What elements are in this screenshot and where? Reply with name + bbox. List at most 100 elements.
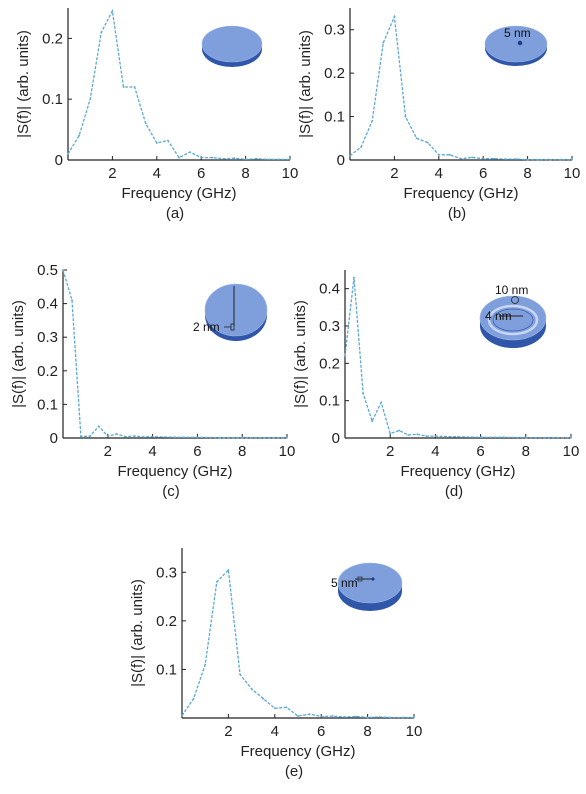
data-point	[262, 697, 265, 700]
y-tick-label: 0.4	[319, 281, 340, 298]
inset-ring-disk-icon: 10 nm 4 nm	[479, 283, 547, 348]
data-point	[133, 435, 136, 437]
y-tick-label: 0.2	[37, 363, 58, 380]
y-tick-label: 0.3	[37, 329, 58, 346]
disk-top-icon	[484, 25, 548, 63]
data-point	[457, 435, 459, 438]
disk-top-icon	[201, 25, 263, 63]
x-tick-label: 2	[224, 723, 232, 740]
data-point	[97, 425, 100, 428]
data-point	[174, 436, 176, 439]
x-axis-label: Frequency (GHz)	[117, 463, 232, 480]
data-point	[482, 157, 485, 160]
data-point	[124, 435, 127, 438]
data-point	[211, 156, 214, 159]
data-point	[239, 673, 241, 676]
y-tick-label: 0.3	[319, 318, 340, 335]
data-point	[80, 435, 82, 438]
data-point	[343, 716, 346, 718]
x-tick-label: 6	[479, 165, 487, 182]
data-point	[515, 158, 518, 161]
data-point	[416, 433, 419, 436]
x-tick-label: 2	[104, 443, 112, 460]
x-tick-label: 8	[238, 443, 246, 460]
data-point	[378, 716, 381, 718]
y-tick-label: 0.1	[324, 109, 345, 126]
data-point	[178, 156, 180, 159]
chart-panel-b: 2 4 6 8 10 0 0.1 0.2 0.3 Frequency (GHz) |S(f)| (a…	[297, 8, 580, 222]
x-tick-label: 4	[271, 723, 279, 740]
x-tick-label: 10	[564, 165, 581, 182]
panel-label: (a)	[166, 205, 184, 222]
panel-label: (e)	[285, 763, 303, 780]
data-point	[479, 436, 482, 439]
data-point	[233, 157, 236, 160]
data-point	[401, 716, 404, 719]
data-point	[266, 158, 269, 161]
data-point	[204, 663, 207, 666]
x-tick-label: 6	[317, 723, 325, 740]
data-point	[241, 436, 244, 439]
x-tick-label: 6	[193, 443, 201, 460]
data-point	[524, 436, 527, 439]
y-axis-label: |S(f)| (arb. units)	[10, 300, 27, 408]
data-point	[144, 122, 147, 125]
x-tick-label: 8	[363, 723, 371, 740]
x-tick-label: 4	[148, 443, 156, 460]
x-tick-label: 8	[522, 443, 530, 460]
series-line	[181, 568, 414, 719]
data-point	[227, 568, 230, 571]
data-point	[151, 435, 154, 438]
panel-label: (c)	[162, 483, 180, 500]
data-point	[286, 436, 288, 439]
data-point	[200, 156, 203, 159]
y-tick-label: 0.3	[156, 564, 177, 581]
series-line	[67, 8, 290, 161]
defect-dot-icon	[517, 40, 523, 46]
data-point	[244, 158, 247, 161]
data-point	[526, 158, 529, 161]
data-point	[407, 434, 410, 436]
x-axis-label: Frequency (GHz)	[400, 463, 515, 480]
data-point	[537, 158, 540, 161]
data-point	[437, 153, 440, 156]
data-point	[115, 433, 118, 435]
data-point	[133, 86, 136, 88]
data-point	[571, 158, 573, 161]
data-point	[88, 435, 91, 438]
data-point	[250, 687, 253, 690]
data-point	[425, 435, 428, 438]
y-tick-label: 0.2	[319, 355, 340, 372]
y-tick-label: 0	[337, 152, 345, 169]
data-point	[355, 715, 357, 718]
data-point	[122, 86, 125, 88]
y-axis-label: |S(f)| (arb. units)	[292, 300, 309, 408]
data-point	[393, 15, 396, 18]
inset-label: 10 nm	[495, 283, 528, 297]
data-point	[62, 269, 64, 271]
ring-groove-icon	[487, 304, 539, 336]
panel-label: (d)	[445, 483, 463, 500]
data-point	[493, 157, 496, 160]
data-point	[297, 715, 299, 717]
data-point	[89, 98, 92, 101]
inner-disk-icon	[492, 308, 534, 332]
y-tick-label: 0.1	[156, 661, 177, 678]
data-point	[196, 436, 199, 439]
x-tick-label: 8	[523, 165, 531, 182]
data-point	[218, 436, 221, 439]
x-tick-label: 2	[390, 165, 398, 182]
data-point	[78, 134, 80, 137]
y-tick-label: 0.3	[324, 22, 345, 39]
data-point	[320, 715, 323, 718]
y-tick-label: 0	[55, 152, 63, 169]
disk-top-icon	[204, 283, 268, 337]
data-point	[389, 716, 392, 719]
data-point	[289, 158, 291, 161]
data-point	[380, 401, 383, 404]
x-tick-label: 2	[386, 443, 394, 460]
data-point	[362, 392, 364, 395]
x-tick-label: 10	[279, 443, 296, 460]
y-tick-label: 0.5	[37, 262, 58, 279]
